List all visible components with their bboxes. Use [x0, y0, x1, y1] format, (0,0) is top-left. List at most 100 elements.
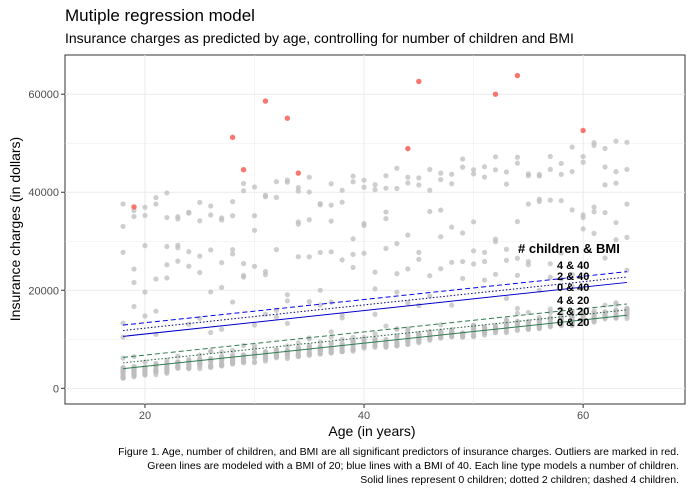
- data-point: [514, 154, 521, 160]
- data-point: [229, 199, 236, 205]
- data-point: [613, 180, 619, 186]
- data-point: [306, 299, 312, 305]
- data-point: [514, 219, 521, 225]
- data-point: [131, 303, 137, 310]
- data-point: [602, 255, 608, 261]
- data-point: [383, 342, 389, 349]
- data-point: [591, 209, 597, 215]
- data-point: [208, 289, 214, 295]
- data-point: [208, 203, 214, 209]
- data-point: [142, 212, 148, 219]
- data-point: [273, 247, 280, 253]
- data-point: [361, 184, 367, 190]
- data-point: [438, 266, 444, 272]
- outlier-point: [580, 127, 586, 134]
- data-point: [317, 339, 323, 345]
- data-point: [295, 221, 301, 227]
- data-point: [284, 292, 290, 298]
- data-point: [306, 343, 312, 349]
- data-point: [153, 194, 159, 201]
- data-point: [164, 214, 170, 221]
- data-point: [350, 264, 356, 271]
- data-point: [208, 364, 214, 371]
- data-point: [295, 352, 301, 358]
- outlier-point: [405, 145, 411, 152]
- data-point: [153, 276, 159, 282]
- data-point: [372, 187, 378, 193]
- data-point: [525, 171, 531, 177]
- data-point: [361, 250, 367, 256]
- data-point: [602, 145, 608, 152]
- regression-line: [123, 271, 627, 326]
- data-point: [558, 171, 564, 177]
- data-point: [328, 346, 334, 352]
- data-point: [306, 350, 312, 357]
- data-point: [328, 334, 334, 340]
- data-point: [372, 311, 378, 317]
- data-point: [624, 139, 630, 145]
- data-point: [591, 230, 597, 236]
- data-point: [624, 166, 630, 173]
- data-point: [416, 302, 422, 309]
- data-point: [492, 239, 499, 245]
- data-point: [306, 174, 312, 180]
- data-point: [219, 356, 225, 362]
- data-point: [427, 273, 433, 279]
- data-point: [438, 234, 444, 240]
- data-point: [449, 330, 455, 336]
- data-point: [481, 174, 488, 180]
- data-point: [164, 364, 170, 370]
- data-point: [208, 329, 214, 336]
- data-point: [405, 327, 411, 333]
- data-point: [427, 187, 433, 193]
- data-point: [438, 170, 444, 176]
- scatter-points: [120, 138, 630, 381]
- outlier-point: [284, 115, 291, 121]
- data-point: [470, 219, 477, 225]
- data-point: [624, 201, 630, 207]
- data-point: [383, 185, 389, 191]
- data-point: [372, 269, 378, 275]
- line-label: 0 & 40: [557, 282, 589, 294]
- line-label: 4 & 40: [557, 260, 589, 272]
- data-point: [339, 257, 345, 263]
- data-point: [624, 234, 630, 240]
- data-point: [470, 167, 477, 173]
- data-point: [536, 171, 542, 177]
- data-point: [569, 315, 575, 321]
- data-point: [438, 334, 444, 340]
- data-point: [229, 251, 236, 257]
- data-point: [284, 349, 290, 355]
- data-point: [405, 180, 411, 186]
- data-point: [569, 207, 575, 213]
- data-point: [460, 258, 466, 265]
- data-point: [339, 312, 345, 318]
- data-point: [405, 174, 411, 180]
- data-point: [470, 171, 477, 177]
- data-point: [219, 349, 225, 355]
- data-point: [547, 322, 553, 329]
- data-point: [131, 266, 137, 272]
- regression-scatter-chart: 20 40 60 0 20000 40000 60000 # children & BMI …: [7, 54, 686, 439]
- data-point: [251, 213, 258, 219]
- data-point: [339, 199, 345, 205]
- data-point: [328, 249, 334, 255]
- data-point: [547, 306, 553, 312]
- data-point: [350, 179, 356, 185]
- figure-caption: Figure 1. Age, number of children, and B…: [19, 445, 679, 487]
- data-point: [229, 299, 236, 305]
- data-point: [350, 173, 356, 179]
- data-point: [438, 176, 444, 183]
- data-point: [470, 333, 477, 339]
- data-point: [361, 222, 367, 229]
- data-point: [153, 368, 159, 375]
- data-point: [580, 320, 586, 326]
- data-point: [153, 308, 159, 314]
- data-point: [350, 346, 356, 352]
- data-point: [186, 321, 192, 327]
- data-point: [525, 262, 531, 268]
- data-point: [569, 322, 575, 328]
- data-point: [240, 342, 247, 349]
- data-point: [394, 165, 400, 171]
- data-point: [229, 213, 236, 219]
